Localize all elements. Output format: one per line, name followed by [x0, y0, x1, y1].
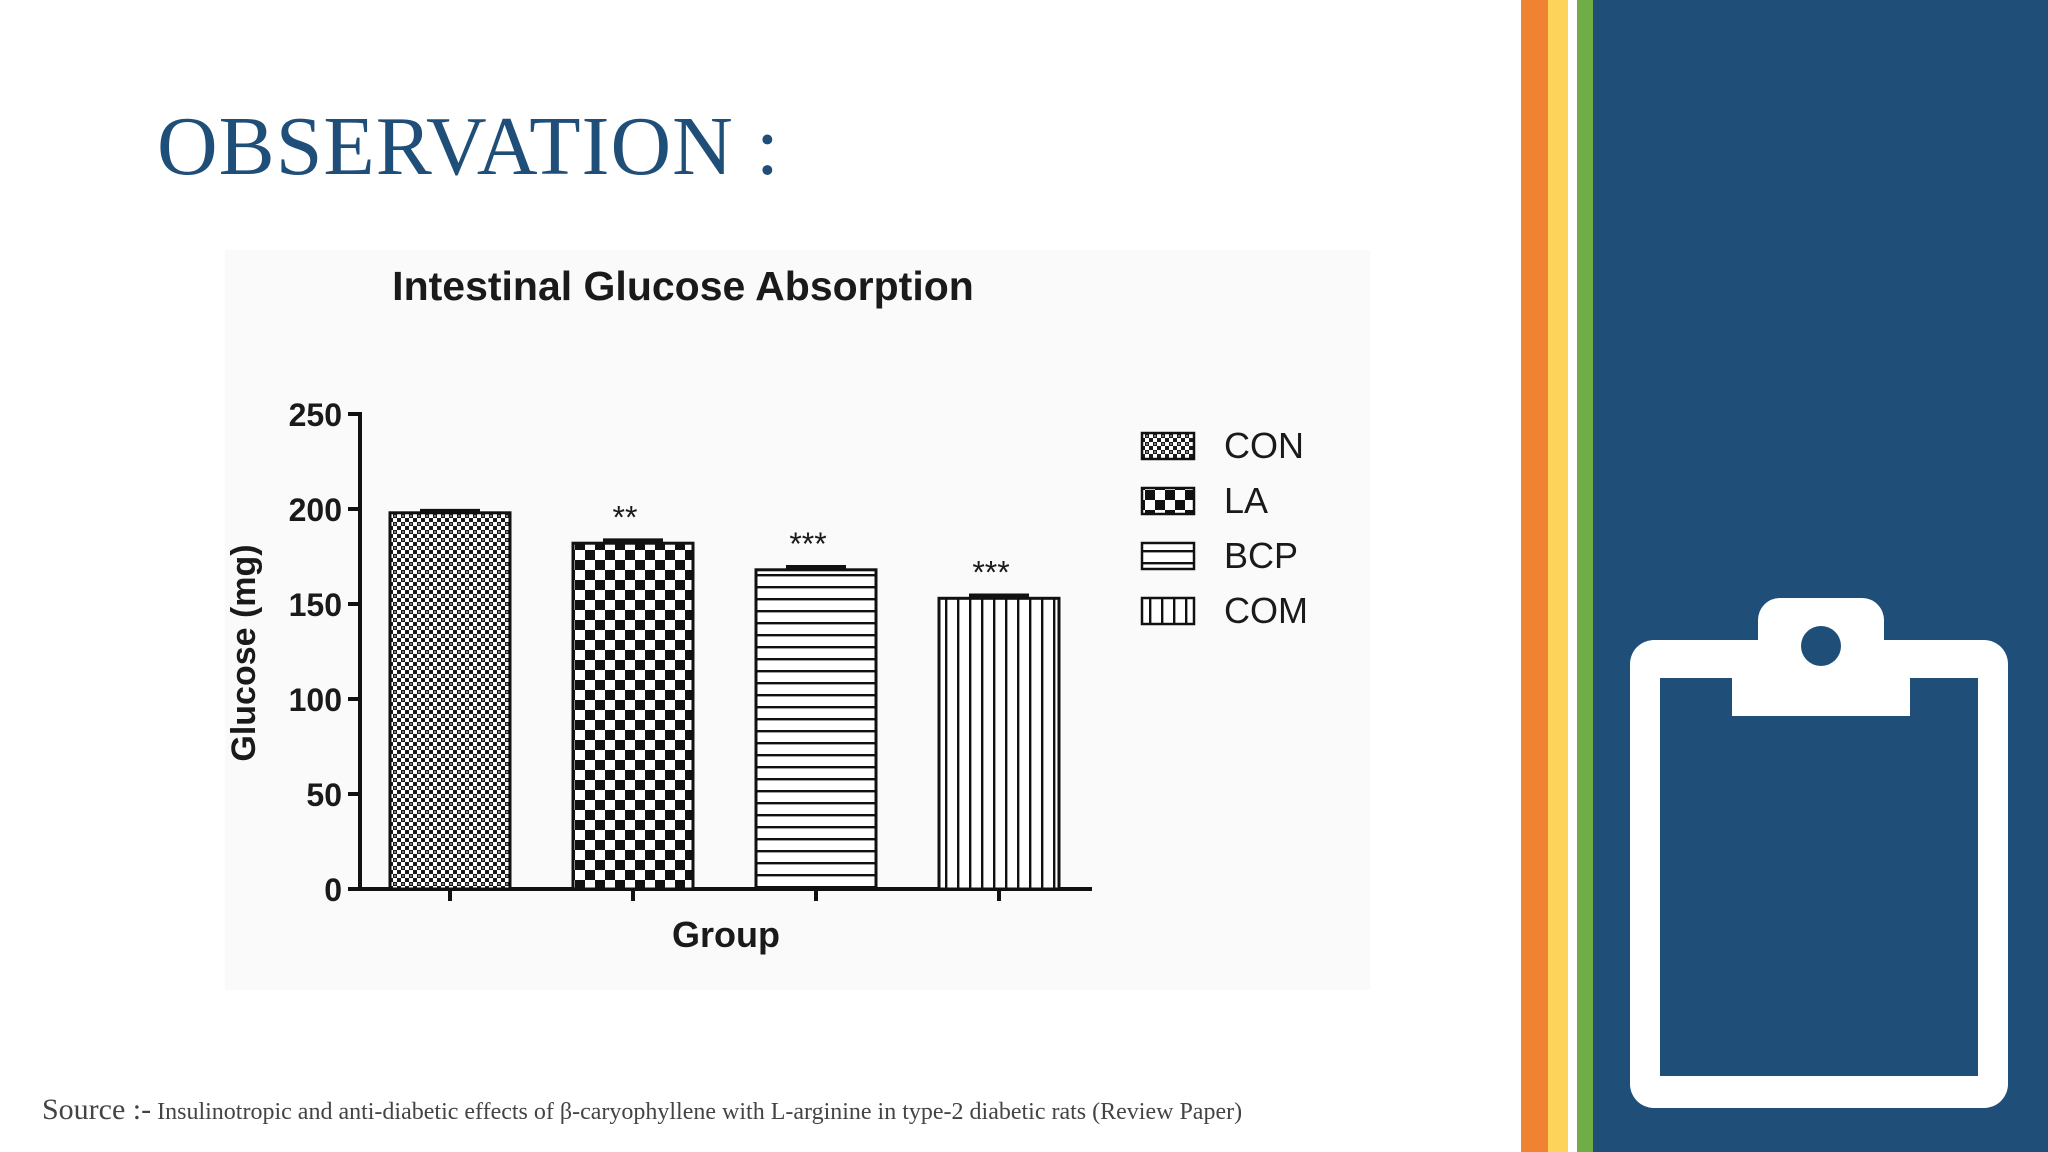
legend-label-la: LA [1224, 480, 1268, 521]
bar-com [937, 596, 1061, 891]
clipboard-icon [1630, 598, 2008, 1108]
y-tick-label: 0 [324, 872, 342, 908]
x-axis-label: Group [672, 914, 780, 955]
bar-chart: Intestinal Glucose Absorption Glucose (m… [225, 263, 1308, 955]
legend-label-com: COM [1224, 590, 1308, 631]
significance-label: *** [972, 554, 1009, 590]
y-tick-label: 150 [289, 587, 342, 623]
y-tick-label: 250 [289, 397, 342, 433]
accent-stripe-white [1568, 0, 1577, 1152]
chart-title: Intestinal Glucose Absorption [392, 263, 974, 309]
y-tick-label: 200 [289, 492, 342, 528]
significance-label: ** [613, 499, 638, 535]
legend-swatch-la [1140, 486, 1196, 516]
source-text: Insulinotropic and anti-diabetic effects… [151, 1099, 1243, 1125]
significance-label: *** [789, 526, 826, 562]
bar-con [388, 511, 512, 891]
legend-label-con: CON [1224, 425, 1304, 466]
legend-swatch-com [1140, 596, 1196, 626]
bar-la [571, 541, 695, 891]
accent-stripe-green [1577, 0, 1593, 1152]
accent-stripe-yellow [1548, 0, 1568, 1152]
source-note: Source :- Insulinotropic and anti-diabet… [42, 1094, 1482, 1128]
bar-bcp [754, 568, 878, 891]
legend-label-bcp: BCP [1224, 535, 1298, 576]
y-tick-label: 100 [289, 682, 342, 718]
accent-stripe-orange [1521, 0, 1548, 1152]
y-axis-label: Glucose (mg) [225, 544, 263, 761]
legend-swatch-con [1140, 431, 1196, 461]
source-label: Source :- [42, 1093, 152, 1126]
y-tick-label: 50 [306, 777, 342, 813]
legend-swatch-bcp [1140, 541, 1196, 571]
slide-title: OBSERVATION : [157, 100, 781, 193]
chart-panel: Intestinal Glucose Absorption Glucose (m… [225, 250, 1370, 990]
